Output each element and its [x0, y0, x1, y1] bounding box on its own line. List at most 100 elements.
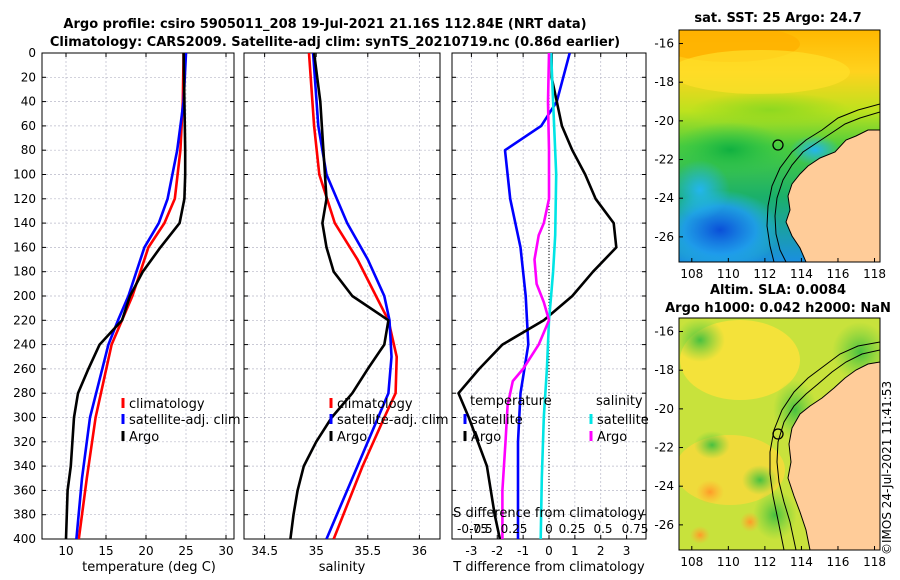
- sal-diff-tick-label: 0.25: [501, 522, 528, 536]
- lat-tick-label: -18: [654, 363, 674, 377]
- depth-tick-label: 120: [13, 192, 36, 206]
- depth-tick-label: 300: [13, 411, 36, 425]
- alt-orange-patch-3: [690, 526, 710, 544]
- sal-diff-xlabel: S difference from climatology: [453, 506, 645, 521]
- depth-tick-label: 260: [13, 362, 36, 376]
- lon-tick-label: 116: [827, 267, 850, 281]
- temp-diff-argo-line: [457, 53, 618, 539]
- sst-argo-marker: [772, 139, 784, 151]
- temperature-argo-legend-label: Argo: [129, 430, 159, 445]
- lat-tick-label: -24: [654, 479, 674, 493]
- depth-tick-label: 400: [13, 532, 36, 546]
- plot-frame: [243, 52, 441, 540]
- alt-green-patch-4: [694, 431, 730, 459]
- sst-isobath-200: [774, 111, 880, 262]
- x-tick-label: 30: [218, 544, 233, 558]
- x-tick-label: 10: [58, 544, 73, 558]
- alt-map-subtitle: Argo h1000: 0.042 h2000: NaN: [665, 301, 891, 316]
- sst-map-axes: 108 110 112 114 116 118 -16 -18 -20 -22 -24 -26: [654, 37, 886, 281]
- salinity-climatology-line: [307, 53, 399, 539]
- plot-frame: [41, 52, 235, 540]
- temperature-xlabel: temperature (deg C): [82, 560, 216, 575]
- sal-diff-tick-label: -0.75: [457, 522, 488, 536]
- depth-tick-label: 60: [21, 119, 36, 133]
- sal-diff-legend-title: salinity: [596, 394, 643, 409]
- x-tick-label: -1: [517, 544, 529, 558]
- x-tick-label: 35.5: [354, 544, 381, 558]
- x-tick-label: -2: [491, 544, 503, 558]
- alt-argo-marker: [772, 428, 784, 440]
- sal-diff-argo-line: [501, 53, 551, 539]
- depth-tick-label: 100: [13, 168, 36, 182]
- lon-tick-label: 110: [717, 555, 740, 569]
- imos-credit: ©IMOS 24-Jul-2021 11:41:53: [880, 380, 894, 555]
- salinity-argo-legend-label: Argo: [337, 430, 367, 445]
- figure-title-line2: Climatology: CARS2009. Satellite-adj cli…: [50, 35, 620, 50]
- lat-tick-label: -24: [654, 191, 674, 205]
- sst-land: [785, 129, 880, 262]
- sst-map-title: sat. SST: 25 Argo: 24.7: [694, 11, 861, 26]
- depth-tick-label: 140: [13, 216, 36, 230]
- temp-diff-satellite-legend-label: satellite: [471, 413, 523, 428]
- lat-tick-label: -16: [654, 37, 674, 51]
- lat-tick-label: -20: [654, 114, 674, 128]
- sst-yellow-patch: [679, 50, 850, 94]
- x-tick-label: 20: [138, 544, 153, 558]
- x-tick-label: 3: [623, 544, 631, 558]
- alt-orange-patch-2: [740, 512, 760, 532]
- sal-diff-argo-legend-label: Argo: [597, 430, 627, 445]
- depth-tick-label: 340: [13, 459, 36, 473]
- x-tick-label: 0: [545, 544, 553, 558]
- sal-diff-tick-label: 0.25: [559, 522, 586, 536]
- sal-diff-tick-label: 0.5: [593, 522, 612, 536]
- depth-tick-label: 20: [21, 70, 36, 84]
- sal-diff-tick-label: -0.5: [469, 522, 492, 536]
- alt-isobath-200: [776, 349, 880, 550]
- sst-map-frame: [678, 29, 881, 263]
- alt-isobath-1000: [769, 341, 880, 550]
- temperature-satellite-legend-label: satellite-adj. clim: [129, 413, 241, 428]
- lat-tick-label: -22: [654, 441, 674, 455]
- depth-tick-label: 360: [13, 483, 36, 497]
- depth-tick-label: 80: [21, 143, 36, 157]
- lon-tick-label: 108: [680, 267, 703, 281]
- depth-tick-label: 40: [21, 95, 36, 109]
- x-tick-label: 25: [178, 544, 193, 558]
- alt-orange-patch-1: [696, 480, 724, 504]
- alt-green-patch-6: [753, 490, 797, 540]
- figure-title-line1: Argo profile: csiro 5905011_208 19-Jul-2…: [63, 17, 586, 32]
- salinity-xlabel: salinity: [319, 560, 366, 575]
- sal-diff-tick-label: 0.75: [622, 522, 649, 536]
- x-tick-label: 36: [412, 544, 427, 558]
- temp-diff-satellite-line: [503, 53, 571, 539]
- temperature-climatology-line: [77, 53, 185, 539]
- x-tick-label: 35: [309, 544, 324, 558]
- lon-tick-label: 114: [790, 555, 813, 569]
- x-tick-label: 1: [571, 544, 579, 558]
- lon-tick-label: 116: [827, 555, 850, 569]
- alt-green-patch-5: [742, 465, 778, 495]
- temperature-satellite-line: [75, 53, 188, 539]
- x-tick-label: 15: [98, 544, 113, 558]
- salinity-climatology-legend-label: climatology: [337, 397, 413, 412]
- lon-tick-label: 114: [790, 267, 813, 281]
- alt-map-title: Altim. SLA: 0.0084: [710, 283, 846, 298]
- lon-tick-label: 118: [863, 267, 886, 281]
- temperature-climatology-legend-label: climatology: [129, 397, 205, 412]
- depth-tick-label: 220: [13, 313, 36, 327]
- depth-tick-label: 180: [13, 265, 36, 279]
- sal-diff-tick-label: 0: [545, 522, 553, 536]
- lat-tick-label: -20: [654, 402, 674, 416]
- salinity-satellite-legend-label: satellite-adj. clim: [337, 413, 449, 428]
- temp-diff-argo-legend-label: Argo: [471, 430, 501, 445]
- difference-xlabel: T difference from climatology: [452, 560, 645, 575]
- temp-diff-legend-title: temperature: [470, 394, 552, 409]
- alt-map-frame: [678, 317, 881, 551]
- sal-diff-satellite-legend-label: satellite: [597, 413, 649, 428]
- alt-green-patch-1: [679, 318, 725, 362]
- depth-tick-label: 240: [13, 338, 36, 352]
- salinity-argo-line: [289, 53, 390, 539]
- temperature-panel: 0 20 40 60 80 100 120 140 160 180 200 220 240 260 280 3…: [13, 46, 241, 558]
- lon-tick-label: 118: [863, 555, 886, 569]
